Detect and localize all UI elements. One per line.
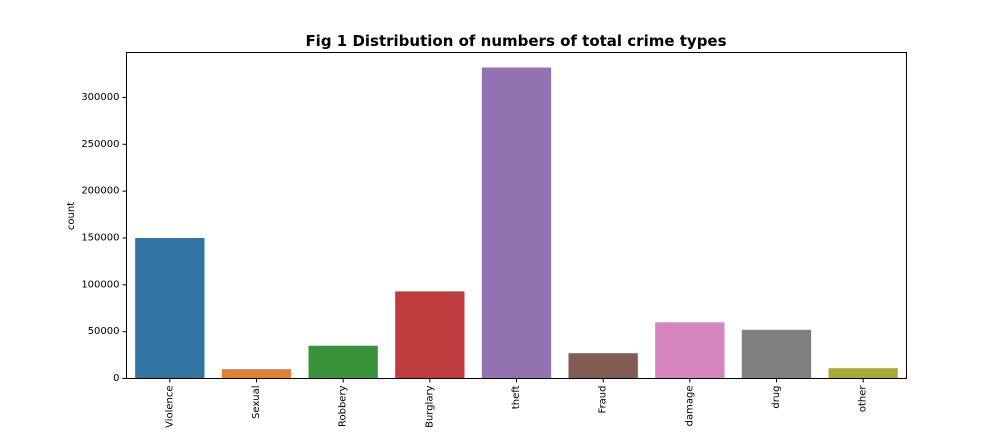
x-tick-label: Fraud [598,386,609,414]
bar-drug [741,329,812,379]
x-tick-label: Burglary [424,385,435,427]
y-tick-label: 200000 [81,186,119,197]
y-axis-label: count [66,202,77,230]
bar-violence [135,237,205,379]
y-tick-label: 0 [113,373,119,384]
bar-fraud [568,353,638,379]
chart-title: Fig 1 Distribution of numbers of total c… [305,32,726,50]
y-tick-label: 250000 [81,139,119,150]
bar-burglary [395,291,465,379]
y-tick-label: 150000 [81,232,119,243]
bars-group [135,67,898,379]
x-tick-label: theft [511,385,522,409]
x-tick-label: damage [684,386,695,427]
x-tick-label: Robbery [338,385,349,427]
y-tick-label: 300000 [81,92,119,103]
x-axis-ticks: Violence Sexual Robbery Burglary theft Fraud d… [164,378,869,428]
bar-other [828,368,898,379]
x-tick-label: Sexual [251,386,262,420]
y-tick-label: 100000 [81,279,119,290]
bar-damage [655,322,725,379]
y-tick-label: 50000 [88,326,120,337]
plot-area-frame [126,52,907,379]
bar-theft [481,67,552,379]
x-tick-label: drug [771,386,782,409]
bar-sexual [221,369,292,379]
bar-robbery [308,345,378,379]
y-axis-ticks: 0 50000 100000 150000 200000 250000 300000 [81,92,127,384]
x-tick-label: Violence [164,386,175,428]
x-tick-label: other [858,385,869,413]
